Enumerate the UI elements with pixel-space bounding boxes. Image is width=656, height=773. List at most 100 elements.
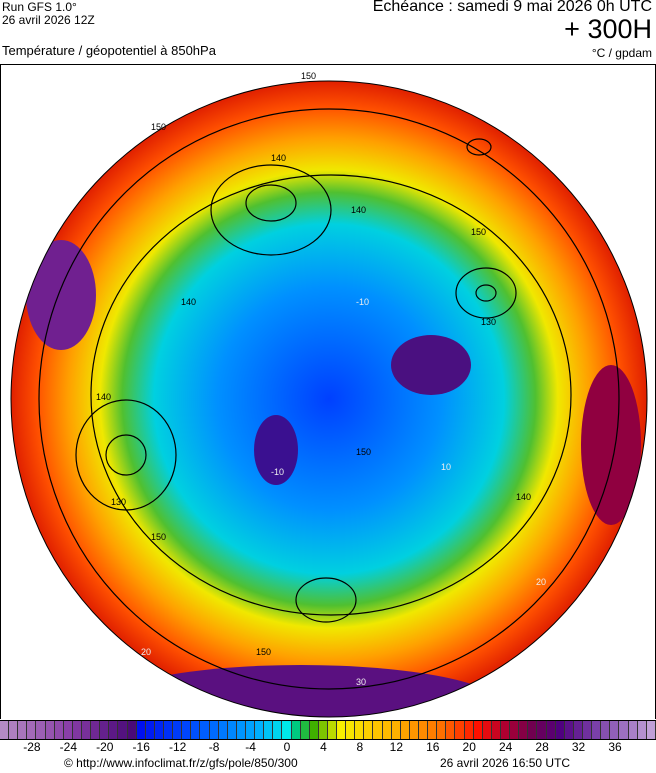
color-scale-cell xyxy=(455,721,465,739)
color-scale-tick: 24 xyxy=(498,740,513,754)
color-scale-cell xyxy=(300,721,310,739)
color-scale-tick: -20 xyxy=(96,740,114,754)
color-scale-cell xyxy=(619,721,629,739)
color-scale-cell xyxy=(127,721,137,739)
color-scale-tick: -12 xyxy=(168,740,187,754)
color-scale-tick: 16 xyxy=(426,740,440,754)
lead-time: + 300H xyxy=(564,14,652,44)
color-scale-cell xyxy=(227,721,237,739)
color-scale-cell xyxy=(100,721,110,739)
color-scale-tick: -8 xyxy=(208,740,220,754)
color-scale-cell xyxy=(163,721,174,739)
color-scale-tick: -4 xyxy=(245,740,256,754)
color-scale-cell xyxy=(583,721,593,739)
color-scale-cell xyxy=(428,721,438,739)
color-scale-cell xyxy=(519,721,529,739)
color-scale-cell xyxy=(573,721,583,739)
units-label: °C / gpdam xyxy=(591,46,652,60)
map-frame: 150 140 130 150 140 140 130 150 140 150 … xyxy=(0,64,656,719)
color-scale-tick: 0 xyxy=(283,740,291,754)
color-scale-cell xyxy=(382,721,392,739)
run-label: Run GFS 1.0° xyxy=(2,0,77,14)
color-scale-cell xyxy=(182,721,192,739)
cold-pool xyxy=(391,335,471,395)
polar-temperature-map: 150 140 130 150 140 140 130 150 140 150 … xyxy=(10,71,648,718)
color-scale-cell xyxy=(473,721,483,739)
color-scale-cell xyxy=(318,721,328,739)
color-scale-cell xyxy=(409,721,420,739)
color-scale-cell xyxy=(419,721,429,739)
color-scale-cell xyxy=(36,721,46,739)
geopotential-contours xyxy=(38,108,620,690)
color-scale-tick: 8 xyxy=(356,740,364,754)
color-scale-cell xyxy=(236,721,246,739)
color-scale-cell xyxy=(501,721,511,739)
contour-label: 130 xyxy=(111,497,126,507)
temp-label: -10 xyxy=(271,467,284,477)
color-scale-cell xyxy=(400,721,410,739)
contour-label: 150 xyxy=(151,532,166,542)
color-scale-tick: -24 xyxy=(59,740,77,754)
color-scale-cell xyxy=(528,721,538,739)
temp-label: 10 xyxy=(441,462,451,472)
source-url[interactable]: © http://www.infoclimat.fr/z/gfs/pole/85… xyxy=(64,756,298,770)
contour-label: 140 xyxy=(181,297,196,307)
run-date: 26 avril 2026 12Z xyxy=(2,13,95,27)
color-scale-cell xyxy=(81,721,92,739)
color-scale-cell xyxy=(346,721,356,739)
color-scale-tick: 4 xyxy=(320,740,327,754)
color-scale-cell xyxy=(54,721,64,739)
color-scale-tick: 28 xyxy=(535,740,549,754)
color-scale-cell xyxy=(191,721,201,739)
generated-time: 26 avril 2026 16:50 UTC xyxy=(440,756,571,770)
color-scale-cell xyxy=(218,721,228,739)
color-scale-cell xyxy=(355,721,365,739)
disc-outline xyxy=(10,80,648,718)
color-scale-cell xyxy=(391,721,401,739)
color-scale-tick: 12 xyxy=(389,740,404,754)
color-scale-cell xyxy=(564,721,574,739)
contour-label: 150 xyxy=(356,447,371,457)
contour-label: 150 xyxy=(471,227,486,237)
color-scale-cell xyxy=(337,721,347,739)
warm-region xyxy=(101,665,501,717)
color-scale-cell xyxy=(437,721,447,739)
color-scale-cell xyxy=(646,721,656,739)
color-scale-cell xyxy=(637,721,647,739)
color-scale-cell xyxy=(628,721,638,739)
color-scale-cell xyxy=(555,721,565,739)
color-scale-cell xyxy=(491,721,502,739)
color-scale-cell xyxy=(510,721,520,739)
color-scale-cell xyxy=(309,721,319,739)
color-scale-cell xyxy=(482,721,492,739)
color-scale-cell xyxy=(91,721,101,739)
color-scale-cell xyxy=(154,721,164,739)
cold-pool xyxy=(254,415,298,485)
color-scale-cell xyxy=(72,721,82,739)
color-scale-cell xyxy=(63,721,73,739)
color-scale-cell xyxy=(282,721,292,739)
color-scale-cell xyxy=(291,721,301,739)
color-scale-cell xyxy=(9,721,19,739)
color-scale-cell xyxy=(109,721,119,739)
color-scale-cell xyxy=(27,721,37,739)
color-scale-cell xyxy=(446,721,456,739)
contour-label: 150 xyxy=(301,71,316,81)
contour-label: 130 xyxy=(481,317,496,327)
color-scale-cell xyxy=(373,721,383,739)
color-scale-tick: -16 xyxy=(132,740,150,754)
contour-label: 140 xyxy=(96,392,111,402)
contour-label: 140 xyxy=(271,153,286,163)
forecast-valid-time: Echéance : samedi 9 mai 2026 0h UTC xyxy=(372,0,652,15)
color-scale-cell xyxy=(209,721,219,739)
contour-label: 150 xyxy=(256,647,271,657)
temp-label: 30 xyxy=(356,677,366,687)
color-scale-ticks: -28 -24 -20 -16 -12 -8 -4 0 4 8 12 16 20 24 28 32 36 xyxy=(0,740,656,754)
color-scale-tick: 32 xyxy=(571,740,586,754)
color-scale-cell xyxy=(364,721,374,739)
color-scale-cell xyxy=(464,721,474,739)
color-scale-cell xyxy=(264,721,274,739)
color-scale-cell xyxy=(118,721,128,739)
temp-label: -10 xyxy=(356,297,369,307)
temp-label: 20 xyxy=(536,577,546,587)
